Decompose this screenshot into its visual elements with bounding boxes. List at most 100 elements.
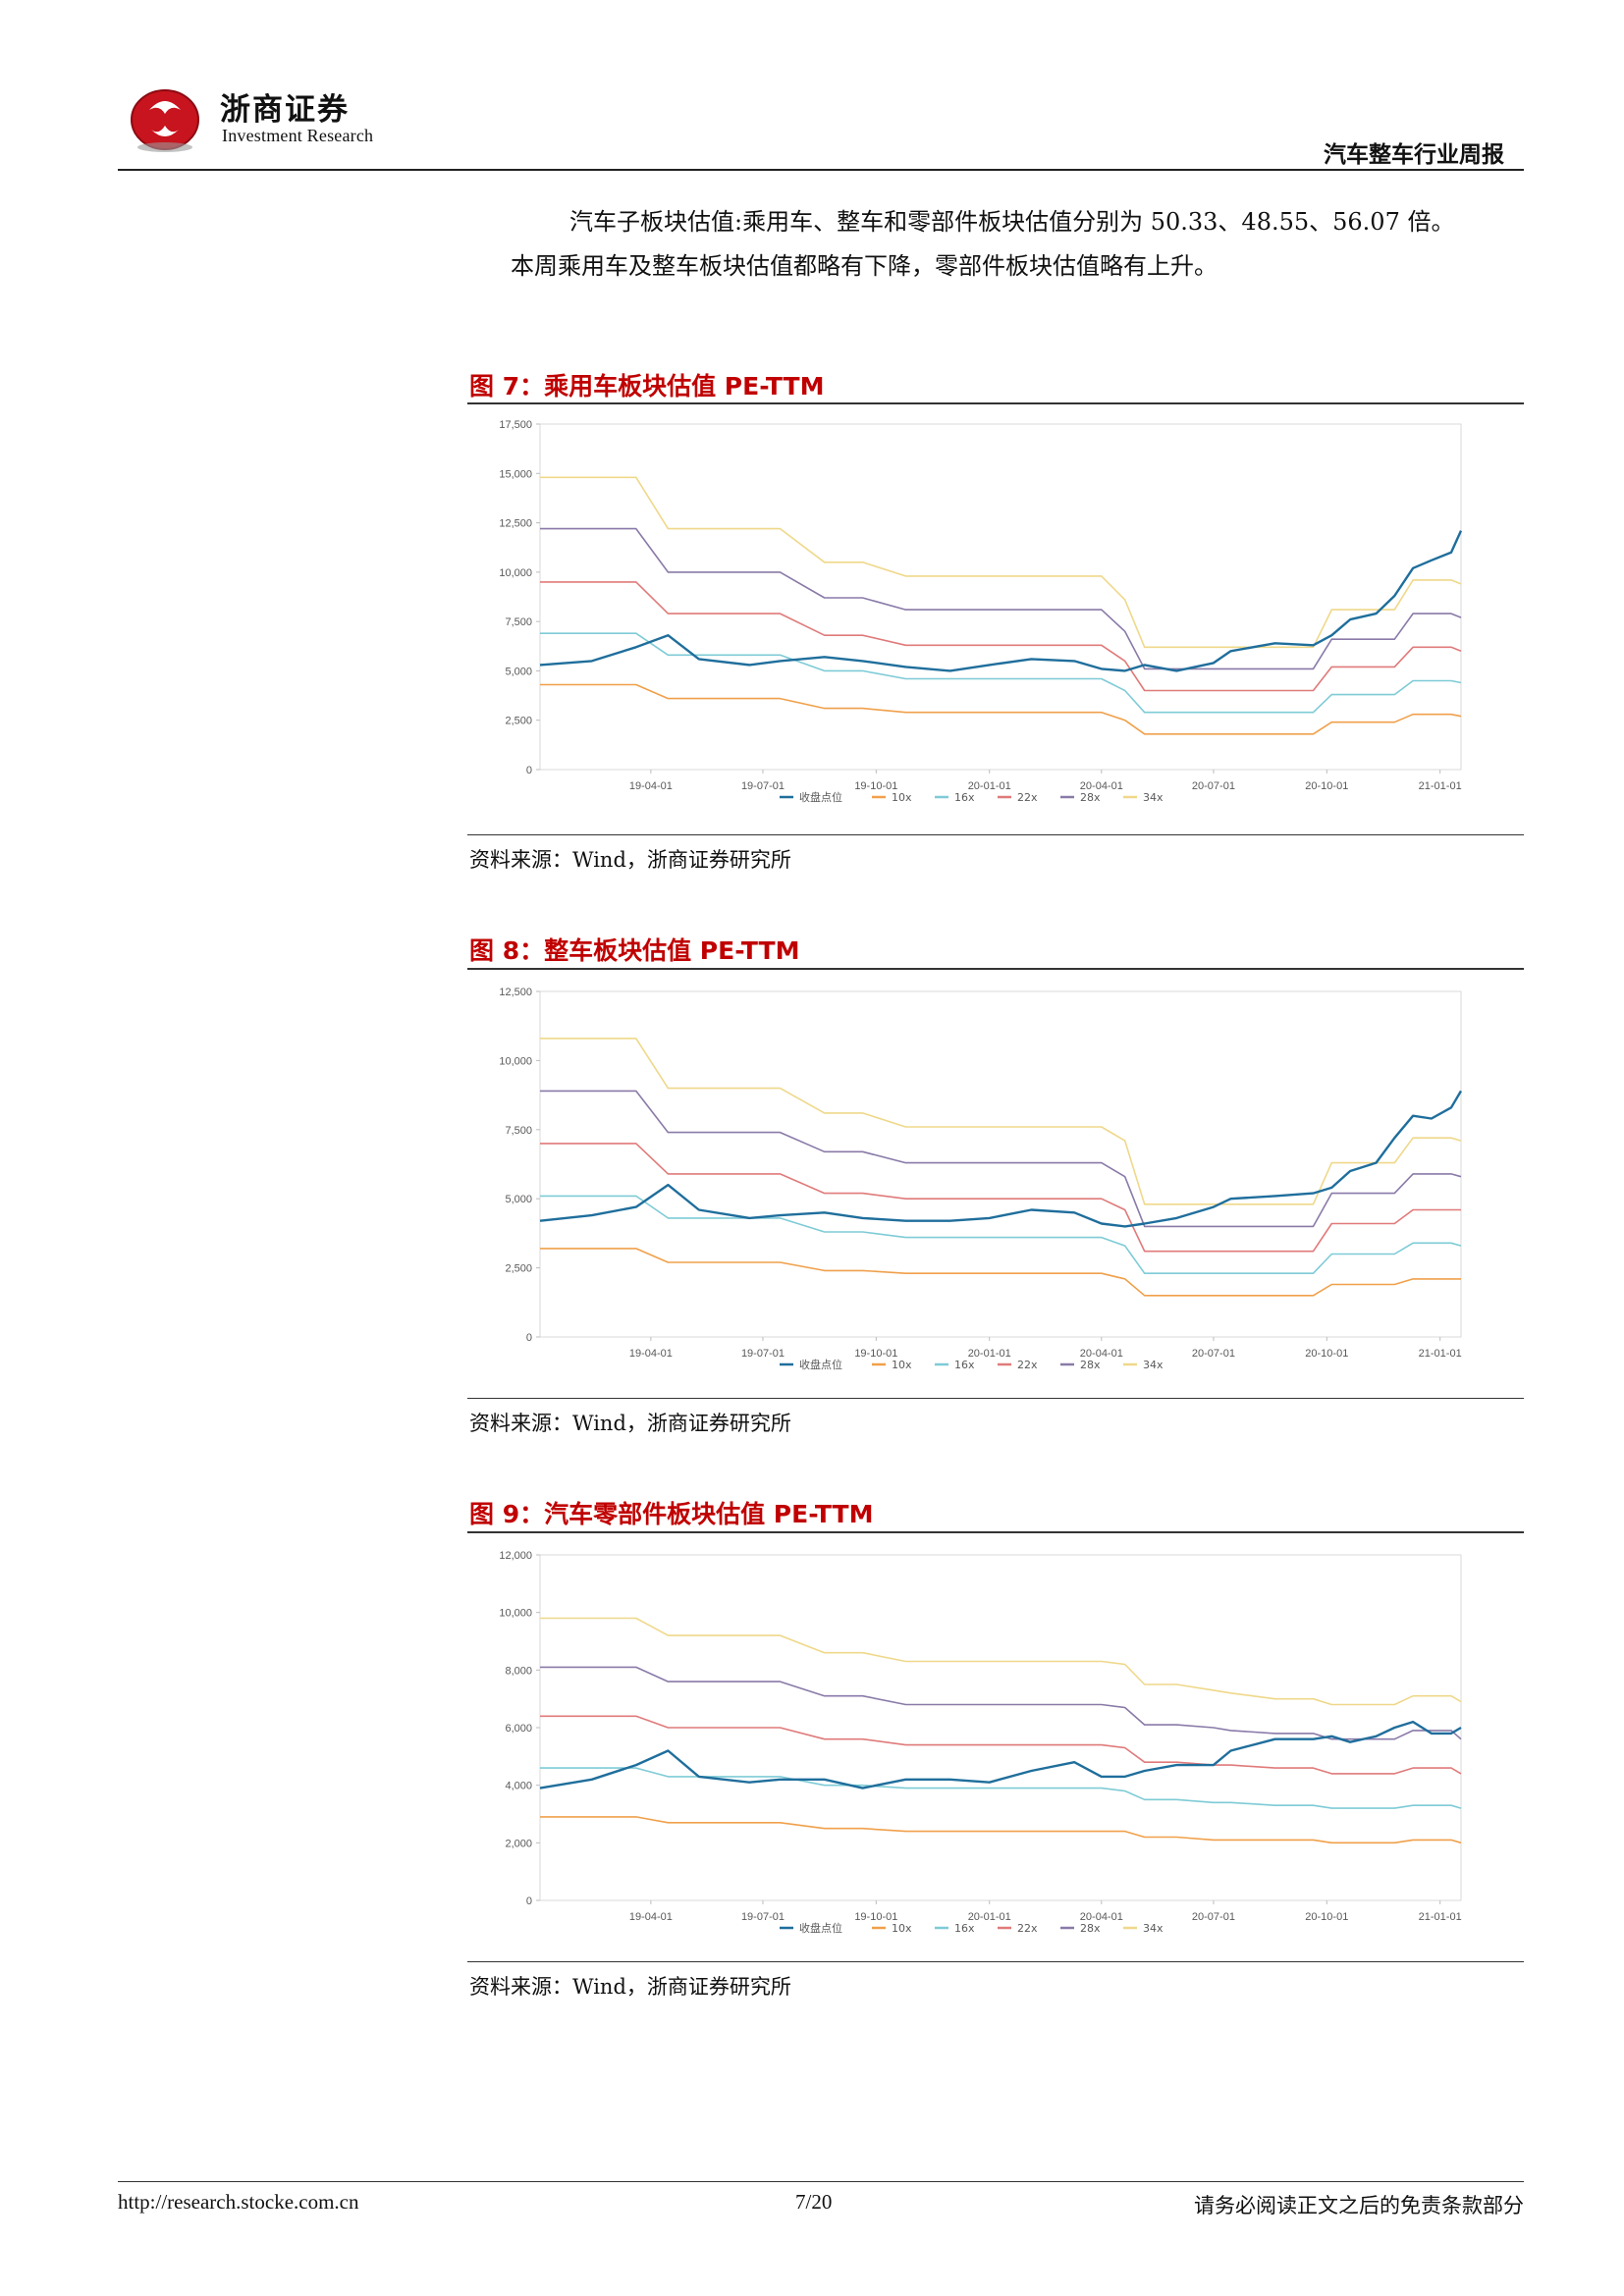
series-line-34x xyxy=(540,1038,1462,1205)
legend-label: 10x xyxy=(892,1359,912,1371)
legend-label: 22x xyxy=(1017,1922,1038,1935)
figure-7-chart-svg: 0 2,500 5,000 7,500 10,000 12,500 15,000 17,500… xyxy=(499,419,1463,804)
series-line-22x xyxy=(540,1715,1462,1775)
figure-8-top-rule xyxy=(467,968,1524,970)
figure-8-chart-svg: 0 2,500 5,000 7,500 10,000 12,500 19-04-01 19-0… xyxy=(499,987,1463,1371)
broker-logo-icon xyxy=(131,89,199,152)
y-tick-label: 12,500 xyxy=(499,518,532,530)
x-tick-label: 20-04-01 xyxy=(1080,1348,1123,1360)
x-tick-label: 19-10-01 xyxy=(854,780,897,792)
x-tick-label: 21-01-01 xyxy=(1419,1911,1462,1923)
y-tick-label: 2,000 xyxy=(505,1838,532,1849)
y-tick-label: 5,000 xyxy=(505,1194,532,1205)
header-divider xyxy=(118,169,1524,171)
figure-7-title: 图 7：乘用车板块估值 PE-TTM xyxy=(469,372,825,400)
footer-divider xyxy=(118,2181,1524,2182)
x-tick-label: 19-10-01 xyxy=(854,1911,897,1923)
legend-label: 28x xyxy=(1080,1359,1101,1371)
figure-9-title: 图 9：汽车零部件板块估值 PE-TTM xyxy=(469,1500,874,1528)
legend-label: 34x xyxy=(1143,1922,1164,1935)
series-line-10x xyxy=(540,1248,1461,1297)
y-tick-label: 2,500 xyxy=(505,716,532,727)
y-tick-label: 0 xyxy=(526,765,532,776)
x-tick-label: 20-10-01 xyxy=(1305,780,1348,792)
x-tick-label: 21-01-01 xyxy=(1419,1348,1462,1360)
body-text-line-1: 汽车子板块估值:乘用车、整车和零部件板块估值分别为 50.33、48.55、56… xyxy=(569,208,1455,236)
broker-name-en: Investment Research xyxy=(222,126,374,145)
figure-8-chart: 0 2,500 5,000 7,500 10,000 12,500 19-04-01 19-0… xyxy=(467,976,1524,1386)
series-line-收盘点位 xyxy=(539,1090,1463,1228)
figure-9-source: 资料来源：Wind，浙商证券研究所 xyxy=(469,1975,791,1999)
x-tick-label: 19-10-01 xyxy=(854,1348,897,1360)
x-tick-label: 20-04-01 xyxy=(1080,1911,1123,1923)
y-tick-label: 6,000 xyxy=(505,1723,532,1735)
figure-9-bottom-rule xyxy=(467,1961,1524,1962)
page-number: 7/20 xyxy=(795,2190,833,2214)
y-tick-label: 7,500 xyxy=(505,1125,532,1137)
y-tick-label: 10,000 xyxy=(499,1055,532,1067)
x-tick-label: 19-04-01 xyxy=(629,1348,673,1360)
y-tick-label: 12,500 xyxy=(499,987,532,998)
y-tick-label: 15,000 xyxy=(499,468,532,480)
series-line-10x xyxy=(540,1816,1462,1844)
legend-label: 10x xyxy=(892,1922,912,1935)
figure-9-chart-svg: 0 2,000 4,000 6,000 8,000 10,000 12,000 19-04-0… xyxy=(499,1550,1462,1935)
series-line-16x xyxy=(540,1195,1462,1274)
y-tick-label: 12,000 xyxy=(499,1550,532,1562)
x-tick-label: 20-01-01 xyxy=(968,1348,1011,1360)
broker-name: 浙商证券 xyxy=(220,92,350,128)
series-line-收盘点位 xyxy=(539,1720,1462,1789)
y-tick-label: 17,500 xyxy=(499,419,532,431)
y-tick-label: 0 xyxy=(526,1896,532,1907)
x-tick-label: 20-10-01 xyxy=(1305,1348,1348,1360)
x-tick-label: 19-04-01 xyxy=(629,780,673,792)
footer-url-link[interactable]: http://research.stocke.com.cn xyxy=(118,2190,359,2214)
figure-8-source: 资料来源：Wind，浙商证券研究所 xyxy=(469,1412,791,1435)
x-tick-label: 20-07-01 xyxy=(1192,1911,1235,1923)
y-tick-label: 10,000 xyxy=(499,1608,532,1620)
x-tick-label: 19-07-01 xyxy=(741,1911,785,1923)
legend-label: 28x xyxy=(1080,1922,1101,1935)
legend-label: 收盘点位 xyxy=(799,1921,842,1935)
legend-label: 28x xyxy=(1080,791,1101,804)
series-line-16x xyxy=(540,632,1462,714)
figure-7-bottom-rule xyxy=(467,834,1524,835)
plot-frame xyxy=(539,990,1462,1338)
y-tick-label: 2,500 xyxy=(505,1263,532,1275)
x-tick-label: 19-07-01 xyxy=(741,1348,785,1360)
series-line-22x xyxy=(540,1143,1461,1253)
y-tick-label: 7,500 xyxy=(505,616,532,628)
legend-label: 22x xyxy=(1017,791,1038,804)
legend-label: 10x xyxy=(892,791,912,804)
plot-frame xyxy=(539,423,1462,771)
legend-label: 16x xyxy=(954,1922,975,1935)
body-text-line-2: 本周乘用车及整车板块估值都略有下降，零部件板块估值略有上升。 xyxy=(511,252,1218,280)
series-line-28x xyxy=(540,1666,1462,1740)
x-tick-label: 19-07-01 xyxy=(741,780,785,792)
legend-label: 16x xyxy=(954,791,975,804)
figure-8-title: 图 8：整车板块估值 PE-TTM xyxy=(469,936,800,965)
x-tick-label: 20-07-01 xyxy=(1192,1348,1235,1360)
series-line-28x xyxy=(540,1090,1462,1228)
series-line-16x xyxy=(540,1767,1462,1809)
x-tick-label: 19-04-01 xyxy=(629,1911,673,1923)
series-line-34x xyxy=(540,1617,1462,1706)
x-tick-label: 20-01-01 xyxy=(968,780,1011,792)
disclaimer-note: 请务必阅读正文之后的免责条款部分 xyxy=(1194,2194,1524,2217)
x-tick-label: 20-10-01 xyxy=(1305,1911,1348,1923)
figure-9-top-rule xyxy=(467,1531,1524,1533)
legend-label: 34x xyxy=(1143,791,1164,804)
series-line-28x xyxy=(540,527,1462,670)
figure-9-chart: 0 2,000 4,000 6,000 8,000 10,000 12,000 19-04-0… xyxy=(467,1539,1524,1949)
y-tick-label: 0 xyxy=(526,1332,532,1344)
legend-label: 收盘点位 xyxy=(799,790,842,804)
figure-8-bottom-rule xyxy=(467,1398,1524,1399)
legend-label: 收盘点位 xyxy=(799,1358,842,1371)
y-tick-label: 8,000 xyxy=(505,1665,532,1677)
report-title: 汽车整车行业周报 xyxy=(1324,142,1504,168)
series-line-收盘点位 xyxy=(539,530,1463,672)
legend-label: 22x xyxy=(1017,1359,1038,1371)
x-tick-label: 21-01-01 xyxy=(1419,780,1462,792)
series-line-34x xyxy=(540,476,1462,649)
x-tick-label: 20-07-01 xyxy=(1192,780,1235,792)
